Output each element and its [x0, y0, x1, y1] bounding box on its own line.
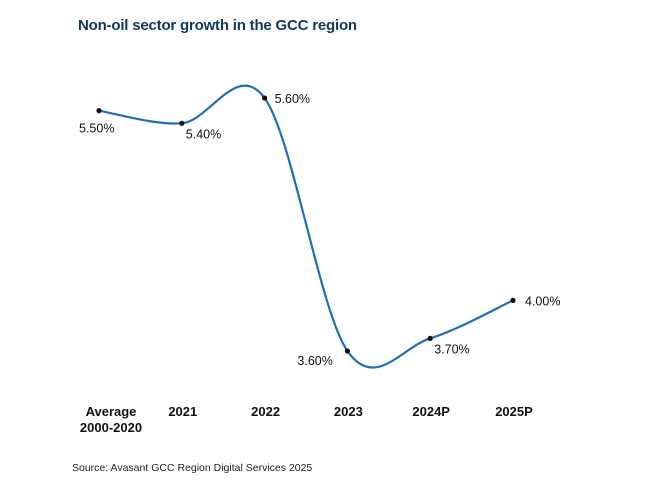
x-tick-label-line: 2022 [251, 404, 281, 419]
data-point-5 [427, 335, 433, 341]
x-tick-label: 2022 [216, 404, 316, 420]
series-line [97, 84, 515, 369]
x-tick-label-line: 2024P [412, 404, 450, 419]
data-label-2: 5.40% [186, 127, 221, 141]
chart-title: Non-oil sector growth in the GCC region [78, 17, 357, 34]
x-tick-label-line: 2025P [495, 404, 533, 419]
data-point-2 [179, 120, 185, 126]
data-label-1: 5.50% [79, 122, 114, 136]
x-tick-label: 2023 [298, 404, 398, 420]
x-tick-label: 2021 [133, 404, 233, 420]
data-point-6 [510, 297, 516, 303]
x-tick-label-line: 2023 [333, 404, 363, 419]
data-point-4 [344, 348, 350, 354]
x-tick-label: 2024P [381, 404, 481, 420]
x-tick-label: 2025P [464, 404, 564, 420]
data-label-5: 3.70% [434, 342, 469, 356]
x-tick-label-line: 2021 [168, 404, 198, 419]
x-tick-label-line: Average [85, 404, 137, 419]
x-tick-label-line: 2000-2020 [79, 420, 143, 435]
source-note: Source: Avasant GCC Region Digital Servi… [72, 462, 313, 474]
data-label-4: 3.60% [297, 354, 332, 368]
x-tick-label: Average 2000-2020 [61, 404, 161, 436]
data-label-3: 5.60% [275, 92, 310, 106]
data-point-1 [96, 108, 102, 114]
data-point-3 [262, 95, 268, 101]
data-label-6: 4.00% [525, 294, 560, 308]
